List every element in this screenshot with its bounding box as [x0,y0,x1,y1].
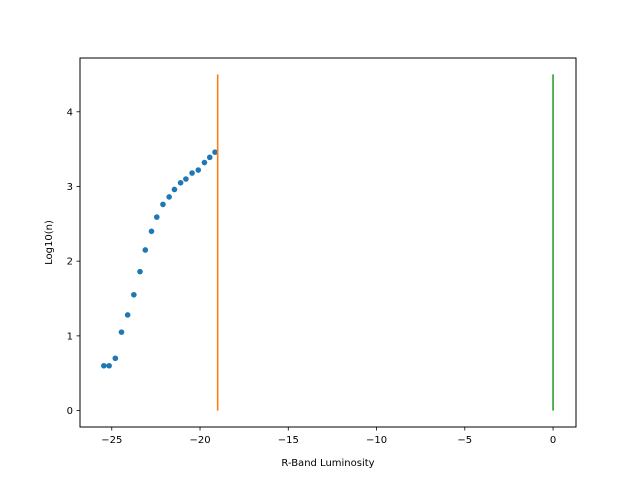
data-point [171,186,178,193]
data-point [148,228,155,235]
plot-content [101,74,554,411]
y-tick-label: 4 [67,107,73,118]
plot-frame [79,57,577,428]
x-tick-label: −5 [457,435,472,446]
x-tick-label: 0 [550,435,556,446]
y-axis-ticks: 0 1 2 3 4 [67,107,80,417]
x-tick-label: −20 [189,435,210,446]
data-point [153,214,160,220]
y-axis-label: Log10(n) [44,220,55,265]
data-point [124,312,131,318]
data-point [106,362,112,369]
x-tick-label: −15 [278,435,299,446]
data-point [166,194,172,200]
x-axis-label: R-Band Luminosity [281,458,374,469]
x-tick-label: −10 [366,435,387,446]
data-point [142,247,149,253]
data-point [201,159,208,166]
x-axis-ticks: −25 −20 −15 −10 −5 0 [101,427,556,446]
y-tick-label: 0 [67,406,73,417]
x-tick-label: −25 [101,435,122,446]
data-point [101,362,107,369]
data-point [206,154,213,161]
data-point [183,176,189,182]
data-point [177,179,184,186]
data-point [160,201,166,208]
data-point [118,329,125,335]
data-point [137,268,143,275]
y-tick-label: 3 [67,182,73,193]
y-tick-label: 1 [67,331,73,342]
data-point [112,355,119,362]
y-tick-label: 2 [67,257,73,268]
data-point [189,170,195,176]
data-point [131,291,137,298]
data-point [212,149,218,155]
data-point [195,167,202,173]
